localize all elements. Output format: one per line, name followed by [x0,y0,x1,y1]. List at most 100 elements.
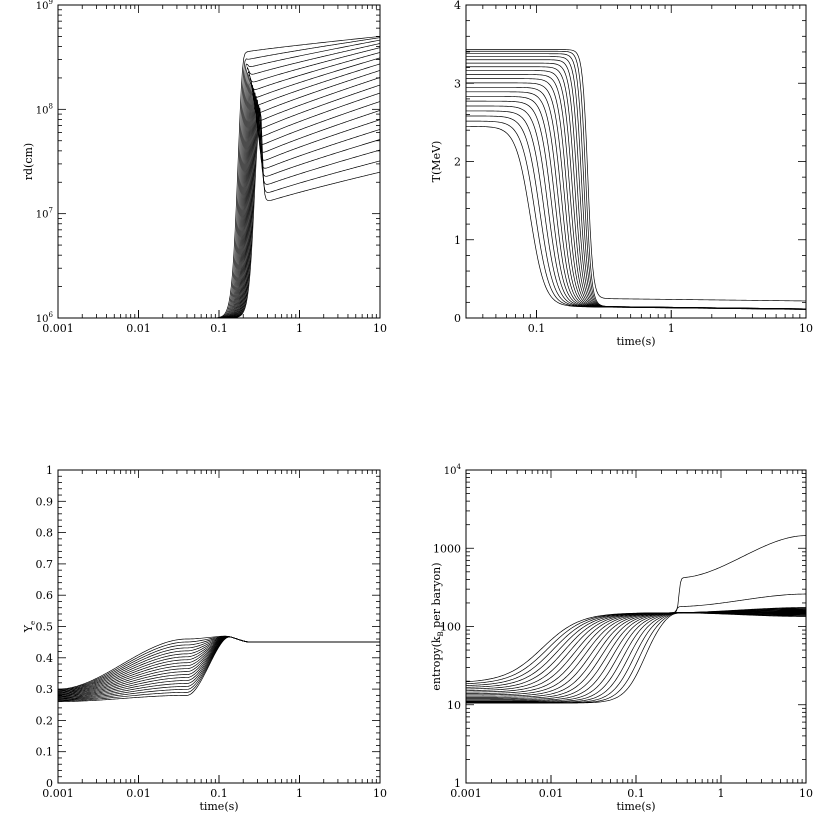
T-ytick-label: 2 [454,156,461,169]
T-frame [465,4,807,319]
Ye-ytick-label: 0.1 [36,746,54,759]
rd-curve [58,84,381,319]
S-curve [466,608,806,703]
panel-temperature: 0.1 1 10 0 1 2 3 4 time(s) T(MeV) [430,0,813,348]
rd-curve [58,91,381,319]
S-curve [466,608,806,704]
Ye-ytick-label: 0.5 [36,621,54,634]
rd-curve [58,43,381,319]
Ye-ytick-label: 0.8 [36,527,54,540]
Ye-ytick-label: 0 [46,777,53,790]
S-ytick-label: 104 [444,463,462,477]
T-curve [466,56,807,310]
Ye-xtick-label: 1 [296,787,303,800]
S-curve [466,607,806,704]
S-curve [466,609,806,703]
T-ytick-label: 4 [454,0,461,12]
T-curve [466,86,807,310]
T-curve [466,66,807,310]
S-curve [466,610,806,701]
panel-ye: 0.001 0.01 0.1 1 10 0 0.1 0.2 0.3 0.4 0.5 0.6 0.7 0.8… [22,464,387,813]
rd-curve [58,99,381,319]
T-ytick-label: 3 [454,77,461,90]
Ye-xtick-label: 10 [373,787,387,800]
rd-curve [58,39,381,319]
rd-xtick-label: 0.001 [42,322,74,335]
Ye-curves [57,635,380,702]
Ye-xtick-label: 0.1 [210,787,228,800]
S-xtick-label: 0.1 [627,787,645,800]
T-curve [466,96,807,310]
S-xtick-label: 10 [799,787,813,800]
rd-curve [58,107,381,319]
rd-curve [58,109,381,319]
Ye-ytick-label: 0.3 [36,683,54,696]
T-xtick-label: 0.1 [528,322,546,335]
S-curve [465,535,807,683]
rd-curve [58,95,381,319]
S-curve [466,612,806,697]
Ye-ytick-label: 0.9 [36,495,54,508]
T-curves [465,49,807,310]
T-curve [466,120,807,310]
T-xtick-label: 1 [668,322,675,335]
rd-xtick-label: 0.1 [210,322,228,335]
S-xtick-label: 0.001 [450,787,482,800]
T-curve [466,74,807,310]
panel-entropy: 0.001 0.01 0.1 1 10 1 10 100 1000 104 time(s) entro… [430,463,813,813]
rd-curve [58,57,381,319]
T-curve [466,78,807,310]
rd-curve [58,104,381,319]
T-curve [466,49,807,302]
Ye-xtick-label: 0.001 [42,787,74,800]
T-curve [466,105,807,310]
T-curve [466,62,807,310]
S-ytick-label: 1 [454,777,461,790]
T-axes: 0.1 1 10 0 1 2 3 4 time(s) T(MeV) [430,0,813,348]
T-curve [466,50,807,310]
rd-ytick-label: 108 [36,102,53,116]
T-xlabel: time(s) [616,335,655,348]
Ye-ytick-label: 0.4 [36,652,54,665]
T-ytick-label: 0 [454,312,461,325]
T-xtick-label: 10 [799,322,813,335]
Ye-ytick-label: 0.2 [36,714,54,727]
rd-curve [58,98,381,319]
rd-curve [58,77,381,319]
rd-curve [58,36,381,319]
rd-curve [58,52,381,319]
S-ylabel: entropy(kB per baryon) [430,562,445,690]
T-curve [466,82,807,310]
rd-ytick-label: 107 [36,207,53,221]
rd-xtick-label: 1 [296,322,303,335]
S-curve [466,607,807,704]
Ye-axes: 0.001 0.01 0.1 1 10 0 0.1 0.2 0.3 0.4 0.5 0.6 0.7 0.8… [22,464,387,813]
T-curve [466,59,807,310]
Ye-ytick-label: 0.6 [36,589,54,602]
Ye-ytick-label: 0.7 [36,558,54,571]
rd-curve [58,37,381,319]
S-ytick-label: 10 [447,699,461,712]
Ye-ylabel: Ye [22,621,37,633]
T-curve [466,100,807,310]
Ye-frame [57,469,381,784]
rd-curve [58,70,381,319]
T-curve [465,125,807,310]
Ye-curve [58,636,380,702]
rd-xtick-label: 10 [373,322,387,335]
S-xtick-label: 0.01 [539,787,564,800]
Ye-xlabel: time(s) [199,800,238,813]
rd-curves [58,36,381,319]
T-curve [466,91,807,310]
S-ytick-label: 100 [440,621,461,634]
rd-xtick-label: 0.01 [126,322,151,335]
S-axes: 0.001 0.01 0.1 1 10 1 10 100 1000 104 time(s) entro… [430,463,813,813]
S-xlabel: time(s) [616,800,655,813]
Ye-ytick-label: 1 [46,464,53,477]
T-ytick-label: 1 [454,234,461,247]
S-frame [465,469,807,784]
rd-frame [57,4,381,319]
